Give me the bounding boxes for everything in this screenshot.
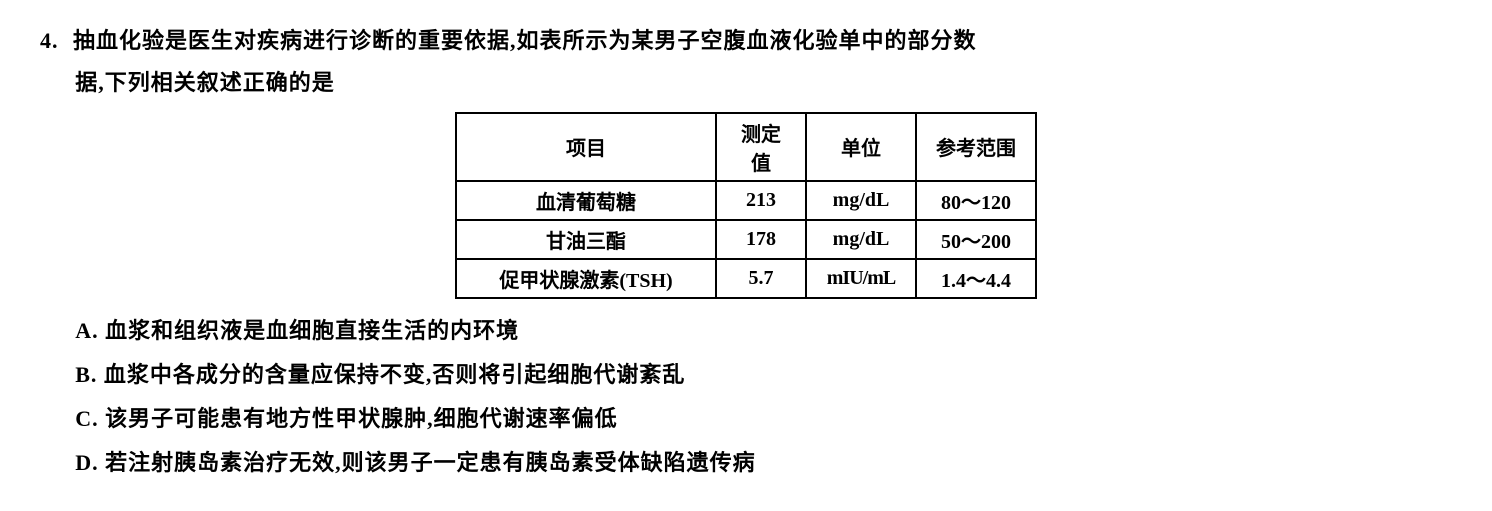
td-value: 178 <box>716 220 806 259</box>
th-item: 项目 <box>456 113 716 181</box>
td-ref: 80～120 <box>916 181 1036 220</box>
option-d: D. 若注射胰岛素治疗无效,则该男子一定患有胰岛素受体缺陷遗传病 <box>75 441 1452 485</box>
th-unit: 单位 <box>806 113 916 181</box>
td-unit: mg/dL <box>806 181 916 220</box>
blood-test-table-wrap: 项目 测定值 单位 参考范围 血清葡萄糖 213 mg/dL 80～120 甘油… <box>40 112 1452 299</box>
td-unit: mIU/mL <box>806 259 916 298</box>
td-ref: 50～200 <box>916 220 1036 259</box>
option-a: A. 血浆和组织液是血细胞直接生活的内环境 <box>75 309 1452 353</box>
td-item: 甘油三酯 <box>456 220 716 259</box>
option-b: B. 血浆中各成分的含量应保持不变,否则将引起细胞代谢紊乱 <box>75 353 1452 397</box>
table-header-row: 项目 测定值 单位 参考范围 <box>456 113 1036 181</box>
table-row: 促甲状腺激素(TSH) 5.7 mIU/mL 1.4～4.4 <box>456 259 1036 298</box>
td-value: 5.7 <box>716 259 806 298</box>
td-ref: 1.4～4.4 <box>916 259 1036 298</box>
question-number: 4. <box>40 20 73 62</box>
td-value: 213 <box>716 181 806 220</box>
answer-options: A. 血浆和组织液是血细胞直接生活的内环境 B. 血浆中各成分的含量应保持不变,… <box>40 309 1452 485</box>
td-item: 血清葡萄糖 <box>456 181 716 220</box>
stem-text-line1: 抽血化验是医生对疾病进行诊断的重要依据,如表所示为某男子空腹血液化验单中的部分数 <box>73 28 977 53</box>
option-c: C. 该男子可能患有地方性甲状腺肿,细胞代谢速率偏低 <box>75 397 1452 441</box>
table-row: 甘油三酯 178 mg/dL 50～200 <box>456 220 1036 259</box>
td-unit: mg/dL <box>806 220 916 259</box>
stem-text-line2: 据,下列相关叙述正确的是 <box>40 62 1452 104</box>
td-item: 促甲状腺激素(TSH) <box>456 259 716 298</box>
table-row: 血清葡萄糖 213 mg/dL 80～120 <box>456 181 1036 220</box>
th-ref: 参考范围 <box>916 113 1036 181</box>
th-value: 测定值 <box>716 113 806 181</box>
blood-test-table: 项目 测定值 单位 参考范围 血清葡萄糖 213 mg/dL 80～120 甘油… <box>455 112 1037 299</box>
question-stem: 4.抽血化验是医生对疾病进行诊断的重要依据,如表所示为某男子空腹血液化验单中的部… <box>40 20 1452 104</box>
